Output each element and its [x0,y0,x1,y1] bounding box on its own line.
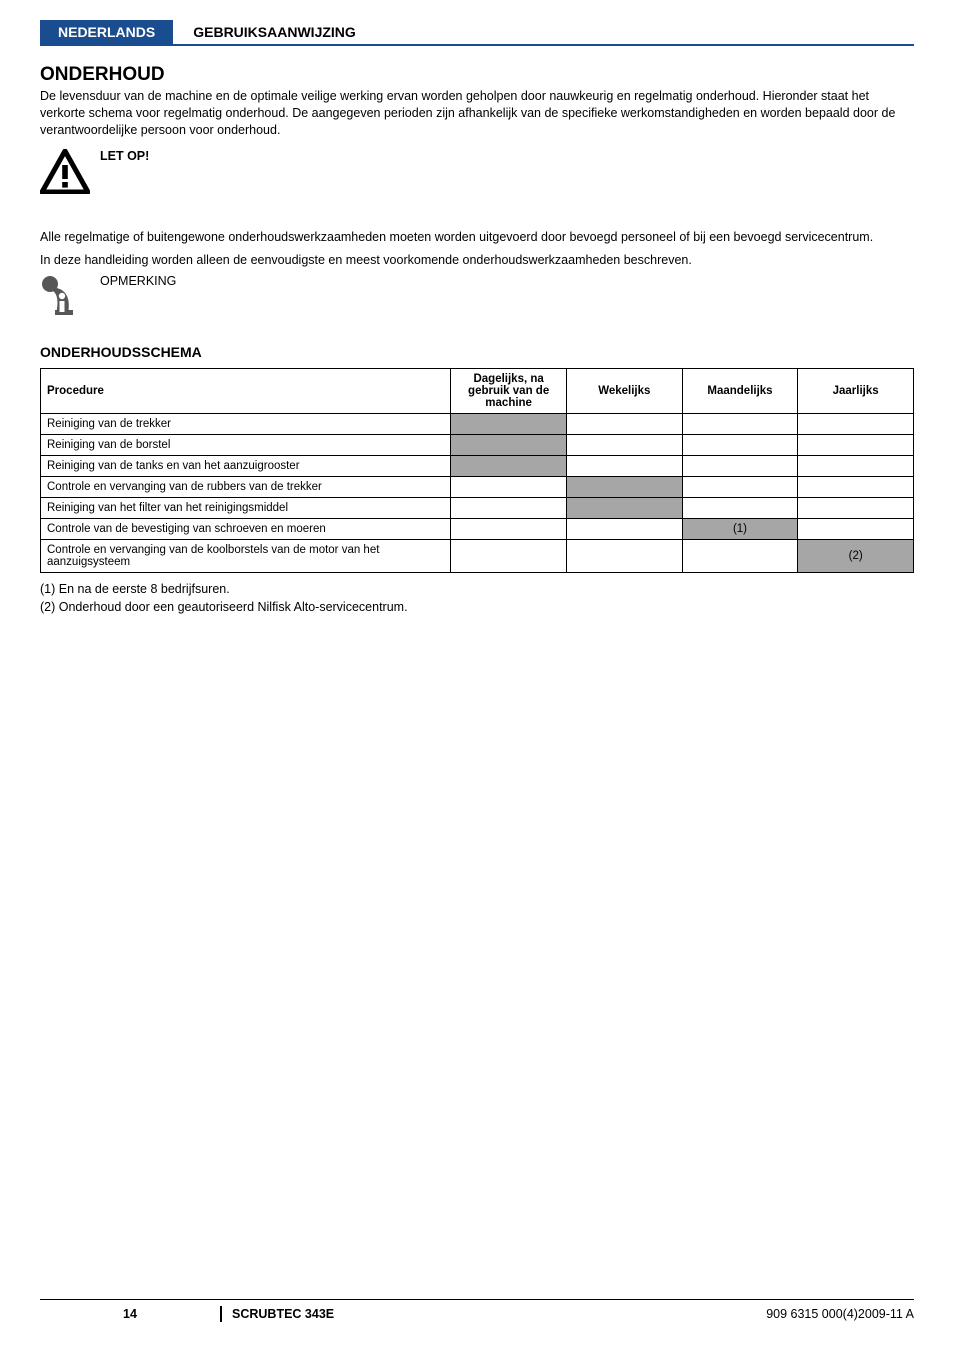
warning-icon [40,149,92,199]
section-title: ONDERHOUD [40,64,914,86]
cell-procedure: Reiniging van de trekker [41,414,451,435]
cell-weekly [566,414,682,435]
table-row: Reiniging van de trekker [41,414,914,435]
paragraph-1: Alle regelmatige of buitengewone onderho… [40,229,914,246]
col-yearly: Jaarlijks [798,369,914,414]
cell-yearly [798,519,914,540]
cell-monthly [682,435,798,456]
table-row: Reiniging van het filter van het reinigi… [41,498,914,519]
cell-yearly: (2) [798,540,914,573]
info-icon [40,274,92,324]
note-block: OPMERKING [40,274,914,324]
table-row: Controle en vervanging van de rubbers va… [41,477,914,498]
footer-divider [220,1306,222,1322]
cell-monthly [682,456,798,477]
cell-yearly [798,456,914,477]
cell-weekly [566,477,682,498]
col-monthly: Maandelijks [682,369,798,414]
cell-daily [451,519,567,540]
cell-procedure: Controle en vervanging van de rubbers va… [41,477,451,498]
cell-procedure: Reiniging van de borstel [41,435,451,456]
cell-monthly [682,540,798,573]
cell-weekly [566,519,682,540]
table-row: Reiniging van de borstel [41,435,914,456]
cell-procedure: Reiniging van de tanks en van het aanzui… [41,456,451,477]
cell-weekly [566,456,682,477]
cell-yearly [798,498,914,519]
cell-weekly [566,498,682,519]
footer-model: SCRUBTEC 343E [232,1307,766,1321]
cell-monthly [682,498,798,519]
footer: 14 SCRUBTEC 343E 909 6315 000(4)2009-11 … [40,1299,914,1322]
section-intro: De levensduur van de machine en de optim… [40,88,914,139]
footer-docid: 909 6315 000(4)2009-11 A [766,1307,914,1321]
cell-weekly [566,435,682,456]
cell-monthly: (1) [682,519,798,540]
maintenance-table: Procedure Dagelijks, na gebruik van de m… [40,368,914,573]
col-weekly: Wekelijks [566,369,682,414]
col-procedure: Procedure [41,369,451,414]
paragraph-2: In deze handleiding worden alleen de een… [40,252,914,269]
cell-procedure: Controle en vervanging van de koolborste… [41,540,451,573]
table-row: Reiniging van de tanks en van het aanzui… [41,456,914,477]
table-notes: (1) En na de eerste 8 bedrijfsuren. (2) … [40,581,914,616]
cell-daily [451,540,567,573]
cell-monthly [682,414,798,435]
note-2: (2) Onderhoud door een geautoriseerd Nil… [40,599,914,617]
cell-daily [451,414,567,435]
note-1: (1) En na de eerste 8 bedrijfsuren. [40,581,914,599]
cell-daily [451,498,567,519]
header-subtitle: GEBRUIKSAANWIJZING [193,24,356,40]
schema-title: ONDERHOUDSSCHEMA [40,344,914,360]
cell-daily [451,435,567,456]
table-row: Controle en vervanging van de koolborste… [41,540,914,573]
cell-yearly [798,414,914,435]
col-daily: Dagelijks, na gebruik van de machine [451,369,567,414]
page-number: 14 [40,1307,220,1321]
cell-monthly [682,477,798,498]
table-header-row: Procedure Dagelijks, na gebruik van de m… [41,369,914,414]
note-label: OPMERKING [100,274,176,288]
cell-procedure: Reiniging van het filter van het reinigi… [41,498,451,519]
cell-weekly [566,540,682,573]
cell-yearly [798,435,914,456]
attention-block: LET OP! [40,149,914,199]
header-bar: NEDERLANDS GEBRUIKSAANWIJZING [40,20,914,46]
header-language: NEDERLANDS [40,20,173,44]
cell-yearly [798,477,914,498]
attention-label: LET OP! [100,149,149,163]
cell-procedure: Controle van de bevestiging van schroeve… [41,519,451,540]
cell-daily [451,456,567,477]
table-row: Controle van de bevestiging van schroeve… [41,519,914,540]
cell-daily [451,477,567,498]
